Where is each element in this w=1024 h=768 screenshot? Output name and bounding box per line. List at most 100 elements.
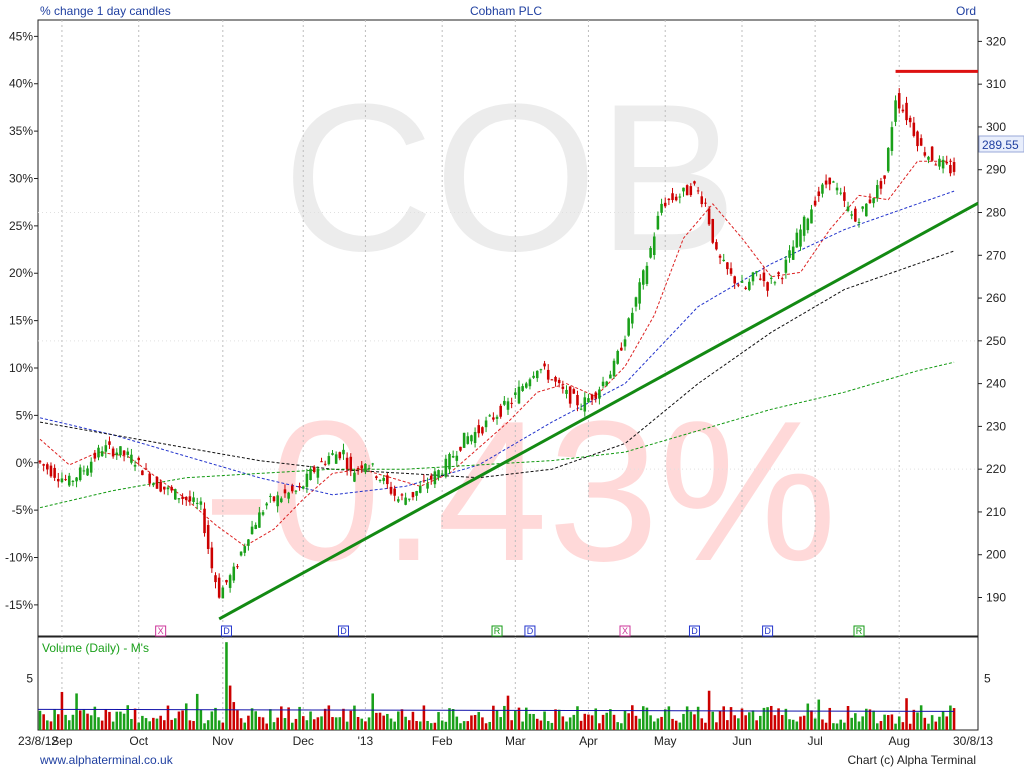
candle-body	[865, 203, 868, 217]
footer-website[interactable]: www.alphaterminal.co.uk	[39, 753, 174, 767]
volume-bar	[93, 706, 97, 730]
candle-body	[802, 216, 806, 236]
event-marker-label: D	[223, 626, 230, 636]
volume-bar	[832, 723, 835, 730]
candle-body	[868, 199, 872, 203]
volume-bar	[817, 699, 821, 730]
candle-body	[415, 490, 418, 496]
volume-bar	[700, 718, 704, 730]
candle-body	[850, 214, 853, 216]
candle-body	[312, 466, 316, 473]
candle-body	[894, 100, 897, 122]
volume-bar	[737, 718, 740, 730]
candle-body	[108, 441, 111, 445]
candle-body	[206, 525, 210, 549]
volume-bar	[356, 717, 360, 730]
candle-body	[426, 483, 429, 489]
volume-bar	[729, 707, 733, 730]
x-end-date: 30/8/13	[953, 734, 993, 748]
candle-body	[916, 131, 919, 147]
pct-tick-label: 25%	[9, 219, 33, 233]
volume-bar	[799, 716, 802, 730]
candle-body	[254, 524, 257, 529]
volume-bar	[868, 709, 872, 730]
candle-body	[543, 363, 546, 367]
event-marker-box[interactable]	[155, 625, 167, 637]
candle-body	[422, 480, 426, 482]
candle-body	[159, 482, 162, 492]
volume-bar	[612, 714, 616, 730]
event-marker-box[interactable]	[619, 625, 631, 637]
pct-tick-label: 20%	[9, 266, 33, 280]
watermark-symbol: COB	[282, 60, 737, 295]
candle-body	[386, 475, 389, 485]
candle-body	[583, 397, 587, 412]
candle-body	[291, 485, 294, 492]
candle-body	[338, 452, 342, 459]
volume-bar	[53, 709, 56, 730]
event-marker-box[interactable]	[762, 625, 774, 637]
candle-body	[795, 232, 799, 248]
volume-bar	[250, 708, 254, 730]
candle-body	[535, 370, 539, 379]
pct-tick-label: 0%	[16, 456, 34, 470]
candle-body	[269, 495, 272, 497]
volume-bar	[75, 693, 78, 730]
volume-bar	[952, 708, 956, 730]
month-label: Mar	[505, 734, 526, 748]
candle-body	[934, 164, 938, 166]
candle-body	[356, 468, 360, 470]
candle-body	[57, 478, 60, 482]
candle-body	[345, 457, 349, 470]
volume-bar	[784, 708, 788, 730]
volume-bar	[634, 715, 638, 730]
candle-body	[514, 392, 517, 395]
candle-body	[806, 218, 810, 231]
volume-bar	[726, 720, 729, 730]
candle-body	[682, 187, 685, 192]
candle-body	[188, 496, 192, 502]
candle-body	[949, 165, 952, 174]
month-label: Dec	[293, 734, 314, 748]
volume-bar	[872, 710, 875, 730]
candle-body	[448, 453, 451, 470]
event-marker-box[interactable]	[688, 625, 700, 637]
volume-bar	[488, 721, 491, 730]
candle-body	[872, 198, 875, 204]
month-label: Apr	[579, 734, 598, 748]
candle-body	[137, 457, 140, 461]
event-marker-label: R	[494, 626, 501, 636]
volume-bar	[857, 721, 861, 730]
volume-bar	[525, 707, 528, 730]
candle-body	[166, 487, 170, 490]
volume-bar	[353, 705, 356, 730]
event-marker-box[interactable]	[337, 625, 349, 637]
candle-body	[744, 287, 747, 289]
volume-bar	[660, 716, 663, 730]
candle-body	[667, 198, 671, 201]
event-marker-box[interactable]	[220, 625, 232, 637]
volume-bar	[174, 718, 177, 730]
candle-body	[642, 270, 645, 285]
volume-bar	[301, 716, 305, 730]
volume-bar	[71, 714, 75, 730]
volume-bar	[576, 706, 579, 730]
candle-body	[86, 468, 89, 476]
candle-body	[561, 386, 565, 389]
event-marker-box[interactable]	[524, 625, 536, 637]
event-marker-box[interactable]	[491, 625, 503, 637]
pct-tick-label: 35%	[9, 124, 33, 138]
volume-bar	[199, 709, 203, 730]
candle-body	[397, 499, 400, 502]
volume-bar	[777, 708, 780, 730]
volume-bar	[82, 709, 86, 730]
volume-bar	[627, 713, 630, 730]
candle-body	[905, 102, 908, 121]
candle-body	[824, 180, 828, 185]
volume-bar	[166, 705, 170, 730]
volume-bar	[514, 710, 517, 730]
candle-body	[587, 398, 590, 403]
candle-body	[411, 492, 415, 498]
candle-body	[612, 360, 616, 377]
event-marker-box[interactable]	[853, 625, 865, 637]
